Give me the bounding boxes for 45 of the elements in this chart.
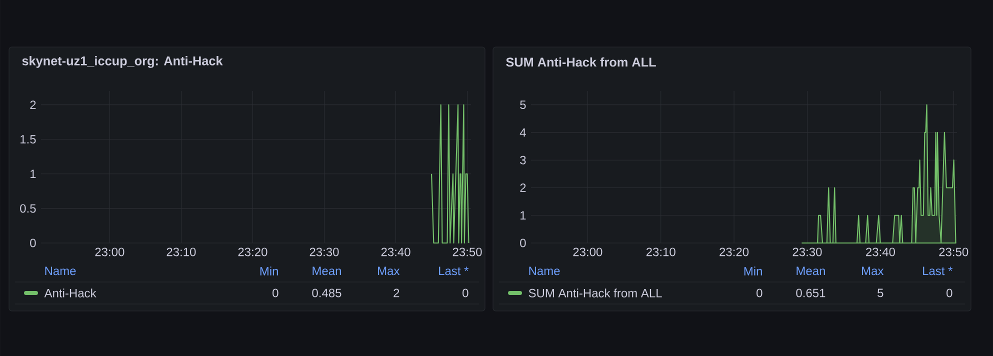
x-tick-label: 23:50 — [939, 248, 968, 256]
text: Last * — [923, 266, 953, 276]
x-tick-label: 23:00 — [95, 248, 124, 256]
text: Mean — [796, 266, 825, 276]
text: Last * — [439, 266, 469, 276]
text: 0 — [272, 288, 278, 298]
y-tick-label: 1.5 — [20, 135, 36, 144]
x-tick-label: 23:30 — [792, 248, 822, 256]
y-tick-label: 0 — [520, 238, 526, 248]
y-tick-label: 4 — [520, 128, 526, 137]
chart-title: skynet-uz1_iccup_org: Anti-Hack — [22, 56, 223, 68]
y-tick-label: 2 — [30, 100, 36, 109]
text: Name — [529, 266, 560, 276]
text: Max — [862, 266, 884, 276]
text: Mean — [312, 266, 341, 276]
text: 0 — [946, 288, 952, 298]
x-tick-label: 23:10 — [646, 248, 676, 256]
text: 2 — [394, 288, 400, 298]
x-tick-label: 23:30 — [310, 248, 339, 256]
x-tick-label: 23:20 — [238, 248, 268, 256]
x-tick-label: 23:10 — [166, 248, 196, 256]
legend-label: SUM Anti-Hack from ALL — [528, 288, 662, 298]
y-tick-label: 0 — [30, 238, 36, 248]
x-tick-label: 23:50 — [452, 248, 482, 256]
y-tick-label: 1 — [520, 211, 526, 220]
x-tick-label: 23:40 — [381, 248, 410, 256]
y-tick-label: 2 — [520, 184, 526, 192]
text: 0 — [756, 288, 762, 298]
text: 0.651 — [796, 288, 826, 298]
text: Max — [378, 266, 400, 276]
x-tick-label: 23:20 — [720, 248, 749, 256]
text: Name — [45, 266, 76, 276]
text: Min — [260, 266, 278, 276]
chart-title: SUM Anti-Hack from ALL — [506, 57, 656, 67]
text: 0 — [462, 288, 468, 298]
x-tick-label: 23:00 — [573, 248, 602, 256]
text: Min — [744, 266, 762, 276]
y-tick-label: 0.5 — [20, 204, 36, 213]
text: 0.485 — [312, 288, 342, 298]
x-tick-label: 23:40 — [866, 248, 895, 256]
text: 5 — [878, 288, 884, 298]
y-tick-label: 1 — [30, 170, 36, 178]
legend-label: Anti-Hack — [44, 288, 96, 298]
y-tick-label: 5 — [520, 100, 526, 110]
y-tick-label: 3 — [520, 156, 526, 164]
